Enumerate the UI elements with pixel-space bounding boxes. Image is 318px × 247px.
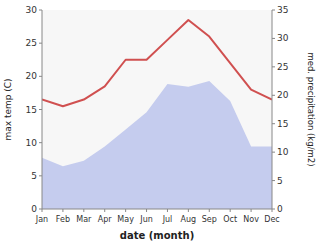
y-tick-label: 20 (26, 71, 38, 81)
x-tick-label: Dec (264, 215, 279, 224)
x-tick-label: Mar (76, 215, 92, 224)
x-axis-line (42, 209, 272, 210)
plot-background (42, 10, 272, 209)
y2-tick-label: 5 (277, 176, 283, 186)
x-tick-label: Oct (223, 215, 237, 224)
x-tick (125, 209, 126, 212)
y-tick-label: 5 (31, 171, 37, 181)
x-tick-label: Apr (98, 215, 113, 224)
x-tick-label: Nov (243, 215, 259, 224)
y2-tick-label: 10 (277, 147, 289, 157)
y2-tick (272, 38, 275, 39)
y-tick-label: 10 (26, 138, 38, 148)
y2-tick-label: 15 (277, 119, 288, 129)
x-tick (188, 209, 189, 212)
y-tick (39, 109, 42, 110)
y2-tick (272, 123, 275, 124)
y-tick (39, 175, 42, 176)
y-tick (39, 76, 42, 77)
y-tick-label: 0 (31, 204, 37, 214)
chart: 0 5 10 15 20 25 30 0 5 10 15 20 25 30 35 Jan Feb Mar Apr Ma… (0, 0, 318, 247)
x-tick-label: Jan (35, 215, 48, 224)
y2-tick (272, 10, 275, 11)
x-tick (42, 209, 43, 212)
y-tick-label: 30 (26, 5, 38, 15)
x-tick (230, 209, 231, 212)
y2-tick (272, 180, 275, 181)
temp-line (42, 20, 272, 106)
y2-tick (272, 152, 275, 153)
x-tick (104, 209, 105, 212)
y-tick-label: 25 (26, 38, 37, 48)
y2-axis-line (272, 10, 273, 209)
x-tick (251, 209, 252, 212)
plot-area (42, 20, 272, 209)
y2-tick-label: 30 (277, 33, 289, 43)
y2-tick-label: 25 (277, 62, 288, 72)
y-tick (39, 10, 42, 11)
y2-axis-title: med. precipitation (kg/m2) (306, 52, 316, 166)
y-axis-title: max temp (C) (3, 78, 13, 140)
y-tick (39, 43, 42, 44)
x-axis-title: date (month) (120, 230, 194, 241)
x-tick (272, 209, 273, 212)
x-tick-label: Jun (139, 215, 153, 224)
x-tick-label: Sep (202, 215, 217, 224)
precip-area (42, 81, 272, 209)
y2-tick-label: 35 (277, 5, 288, 15)
x-tick-label: May (117, 215, 134, 224)
x-tick (167, 209, 168, 212)
x-tick (83, 209, 84, 212)
x-tick (62, 209, 63, 212)
x-tick (146, 209, 147, 212)
y2-tick (272, 95, 275, 96)
y2-tick-label: 20 (277, 90, 289, 100)
x-tick-label: Jul (162, 215, 173, 224)
y-tick (39, 142, 42, 143)
x-tick (209, 209, 210, 212)
x-tick-label: Feb (56, 215, 70, 224)
y2-tick-label: 0 (277, 204, 283, 214)
y-tick-label: 15 (26, 105, 37, 115)
y2-tick (272, 66, 275, 67)
x-tick-label: Aug (181, 215, 197, 224)
